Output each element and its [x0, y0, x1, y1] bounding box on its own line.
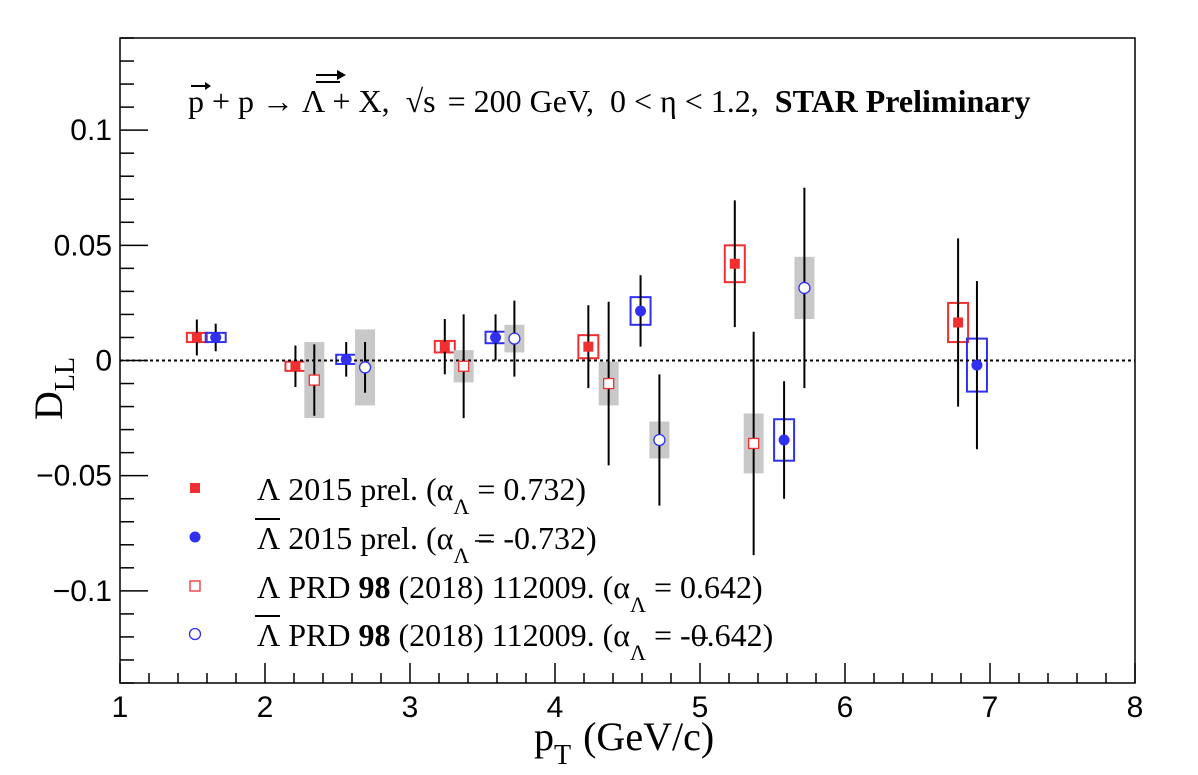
legend-label: Λ PRD 98 (2018) 112009. (αΛ = -0.642)	[257, 617, 773, 665]
legend-symbol: Λ	[257, 569, 280, 605]
data-point	[457, 360, 470, 372]
y-tick-label: 0	[95, 345, 112, 378]
data-point	[191, 332, 202, 343]
experiment-label: STAR Preliminary	[775, 83, 1031, 119]
legend-marker	[188, 627, 202, 641]
data-point	[603, 377, 615, 390]
data-point	[290, 361, 301, 372]
axis-ticks	[119, 37, 1136, 684]
legend-text: 2015 prel. (α	[288, 520, 453, 556]
reaction-text: p + p → Λ + X,	[188, 83, 390, 119]
y-axis-title: DLL	[26, 357, 81, 420]
energy-text: = 200 GeV,	[448, 83, 594, 119]
legend-label: Λ 2015 prel. (αΛ = 0.732)	[257, 471, 586, 519]
legend-symbol: Λ	[257, 471, 280, 507]
legend-text: PRD	[288, 617, 350, 653]
legend-label: Λ 2015 prel. (αΛ = -0.732)	[257, 520, 597, 568]
data-point	[635, 305, 647, 317]
x-tick-label: 6	[837, 691, 854, 724]
legend-volume: 98	[358, 617, 390, 653]
legend-text: 2015 prel. (α	[288, 471, 453, 507]
svg-text:p + p → Λ + X, √s: p + p → Λ + X, √s = 200 GeV, 0 < η < 1.2…	[188, 83, 1030, 119]
data-point	[748, 437, 760, 450]
y-tick-label: 0.05	[54, 229, 112, 262]
legend-symbol: Λ	[257, 520, 280, 556]
legend-text: PRD	[288, 569, 350, 605]
x-tick-label: 5	[692, 691, 709, 724]
vector-arrows	[191, 70, 346, 90]
legend: Λ 2015 prel. (αΛ = 0.732)Λ 2015 prel. (αΛ = …	[188, 471, 773, 665]
data-point	[308, 374, 320, 386]
legend-subscript: Λ	[630, 592, 646, 617]
data-point	[210, 331, 222, 343]
data-point	[778, 434, 790, 446]
legend-text-2: (2018) 112009. (α	[398, 569, 630, 605]
legend-marker	[190, 483, 200, 493]
data-point	[971, 359, 983, 371]
legend-value: = 0.642)	[654, 569, 763, 605]
x-axis-title: pT (GeV/c)	[534, 714, 714, 771]
x-tick-label: 3	[402, 691, 419, 724]
legend-subscript: Λ	[453, 543, 469, 568]
x-tick-label: 4	[547, 691, 564, 724]
data-point	[508, 332, 521, 345]
axis-tick-labels: 1 2 3 4 5 6 7 8 0.1 0.05 0 −0.05 −0.1	[36, 114, 1143, 724]
legend-volume: 98	[358, 569, 390, 605]
legend-text-2: (2018) 112009. (α	[398, 617, 630, 653]
data-point	[653, 433, 666, 447]
legend-marker	[189, 580, 201, 592]
legend-subscript: Λ	[453, 494, 469, 519]
x-tick-label: 7	[982, 691, 999, 724]
legend-value: = -0.732)	[477, 520, 596, 556]
data-point	[340, 353, 352, 365]
eta-range-text: 0 < η < 1.2,	[610, 83, 759, 119]
y-tick-label: −0.1	[53, 575, 112, 608]
legend-symbol: Λ	[257, 617, 280, 653]
systematic-layer	[185, 244, 988, 474]
legend-value: = 0.732)	[477, 471, 586, 507]
x-tick-label: 2	[257, 691, 274, 724]
data-point	[729, 258, 740, 269]
y-tick-label: 0.1	[70, 114, 112, 147]
x-tick-label: 1	[112, 691, 129, 724]
legend-marker	[189, 531, 201, 543]
marker-layer	[191, 258, 983, 450]
data-point	[798, 281, 811, 295]
legend-value: = -0.642)	[654, 617, 773, 653]
data-point	[490, 331, 502, 343]
x-tick-label: 8	[1127, 691, 1144, 724]
data-point	[583, 341, 594, 352]
y-tick-label: −0.05	[36, 460, 112, 493]
data-point	[358, 361, 372, 374]
legend-label: Λ PRD 98 (2018) 112009. (αΛ = 0.642)	[257, 569, 763, 617]
data-point	[953, 317, 964, 328]
sqrt-s-symbol: √s	[406, 83, 436, 119]
legend-subscript: Λ	[630, 640, 646, 665]
reaction-annotation: p + p → Λ + X, √s = 200 GeV, 0 < η < 1.2…	[188, 70, 1030, 119]
data-point	[439, 341, 450, 352]
